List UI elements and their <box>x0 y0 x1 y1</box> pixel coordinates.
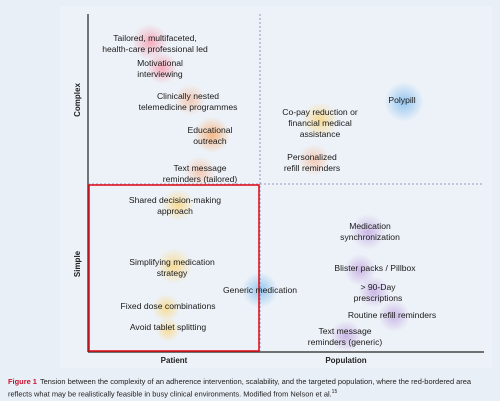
item-line: Fixed dose combinations <box>120 301 215 311</box>
item-label: Medication synchronization <box>340 221 400 242</box>
blob <box>330 320 362 352</box>
item-label: Personalized refill reminders <box>284 152 340 173</box>
item-line: health-care professional led <box>102 44 208 54</box>
item-label: Motivational interviewing <box>137 58 183 79</box>
item-line: telemedicine programmes <box>139 102 238 112</box>
item-label: Fixed dose combinations <box>120 301 215 311</box>
item-line: assistance <box>300 129 341 139</box>
item-line: Educational <box>188 125 233 135</box>
blob <box>358 276 390 308</box>
item-label: Co-pay reduction or financial medical assi… <box>282 107 358 139</box>
blob <box>302 102 338 138</box>
item-label: Shared decision-making approach <box>129 195 221 216</box>
blob <box>378 300 410 332</box>
caption-text: Tension between the complexity of an adh… <box>8 377 472 399</box>
item-line: reminders (tailored) <box>163 174 238 184</box>
item-label: > 90-Day prescriptions <box>354 282 403 303</box>
blob <box>184 156 216 188</box>
blobs <box>132 24 424 352</box>
item-line: approach <box>157 206 193 216</box>
blob <box>194 117 230 153</box>
item-line: Clinically nested <box>157 91 219 101</box>
blob <box>132 24 168 60</box>
item-line: reminders (generic) <box>308 337 383 347</box>
item-label: Polypill <box>388 95 415 105</box>
item-line: Simplifying medication <box>129 257 215 267</box>
item-line: Shared decision-making <box>129 195 221 205</box>
item-line: Blister packs / Pillbox <box>334 263 416 273</box>
blob <box>162 189 194 221</box>
blob <box>156 248 192 284</box>
blob <box>384 82 424 122</box>
item-label: Educational outreach <box>188 125 233 146</box>
item-line: Motivational <box>137 58 183 68</box>
item-line: Text message <box>318 326 371 336</box>
x-axis-label: Population <box>325 356 366 365</box>
blob <box>152 294 180 322</box>
item-label: Avoid tablet splitting <box>130 322 206 332</box>
item-line: financial medical <box>288 118 352 128</box>
panel <box>60 6 492 368</box>
diagram: Complex Simple Patient Population Tailor… <box>60 6 492 368</box>
blob <box>174 84 206 116</box>
item-line: Text message <box>173 163 226 173</box>
item-line: Generic medication <box>223 285 297 295</box>
item-line: Routine refill reminders <box>348 310 436 320</box>
item-line: Personalized <box>287 152 337 162</box>
item-line: interviewing <box>137 69 183 79</box>
item-line: prescriptions <box>354 293 403 303</box>
y-axis-label: Simple <box>73 250 82 277</box>
blob <box>350 214 386 250</box>
blob <box>156 318 180 342</box>
item-label: Generic medication <box>223 285 297 295</box>
y-axis-label: Complex <box>73 83 82 117</box>
item-line: > 90-Day <box>360 282 396 292</box>
item-label: Simplifying medication strategy <box>129 257 215 278</box>
item-label: Text message reminders (tailored) <box>163 163 238 184</box>
item-label: Tailored, multifaceted, health-care profe… <box>102 33 208 54</box>
item-line: strategy <box>157 268 188 278</box>
caption-reference: 15 <box>331 389 338 395</box>
item-line: synchronization <box>340 232 400 242</box>
item-line: Co-pay reduction or <box>282 107 358 117</box>
feasible-area <box>88 184 260 352</box>
item-line: refill reminders <box>284 163 340 173</box>
caption: Figure 1 Tension between the complexity o… <box>8 376 494 399</box>
item-line: Tailored, multifaceted, <box>113 33 197 43</box>
item-label: Clinically nested telemedicine programmes <box>139 91 238 112</box>
item-label: Routine refill reminders <box>348 310 436 320</box>
x-axis-label: Patient <box>161 356 188 365</box>
item-line: Avoid tablet splitting <box>130 322 206 332</box>
item-line: outreach <box>193 136 227 146</box>
item-line: Polypill <box>388 95 415 105</box>
blob <box>146 52 178 84</box>
item-line: Medication <box>349 221 391 231</box>
item-label: Text message reminders (generic) <box>308 326 383 347</box>
items: Tailored, multifaceted, health-care profe… <box>102 33 436 347</box>
caption-label: Figure 1 <box>8 377 37 386</box>
item-label: Blister packs / Pillbox <box>334 263 416 273</box>
blob <box>298 144 330 176</box>
